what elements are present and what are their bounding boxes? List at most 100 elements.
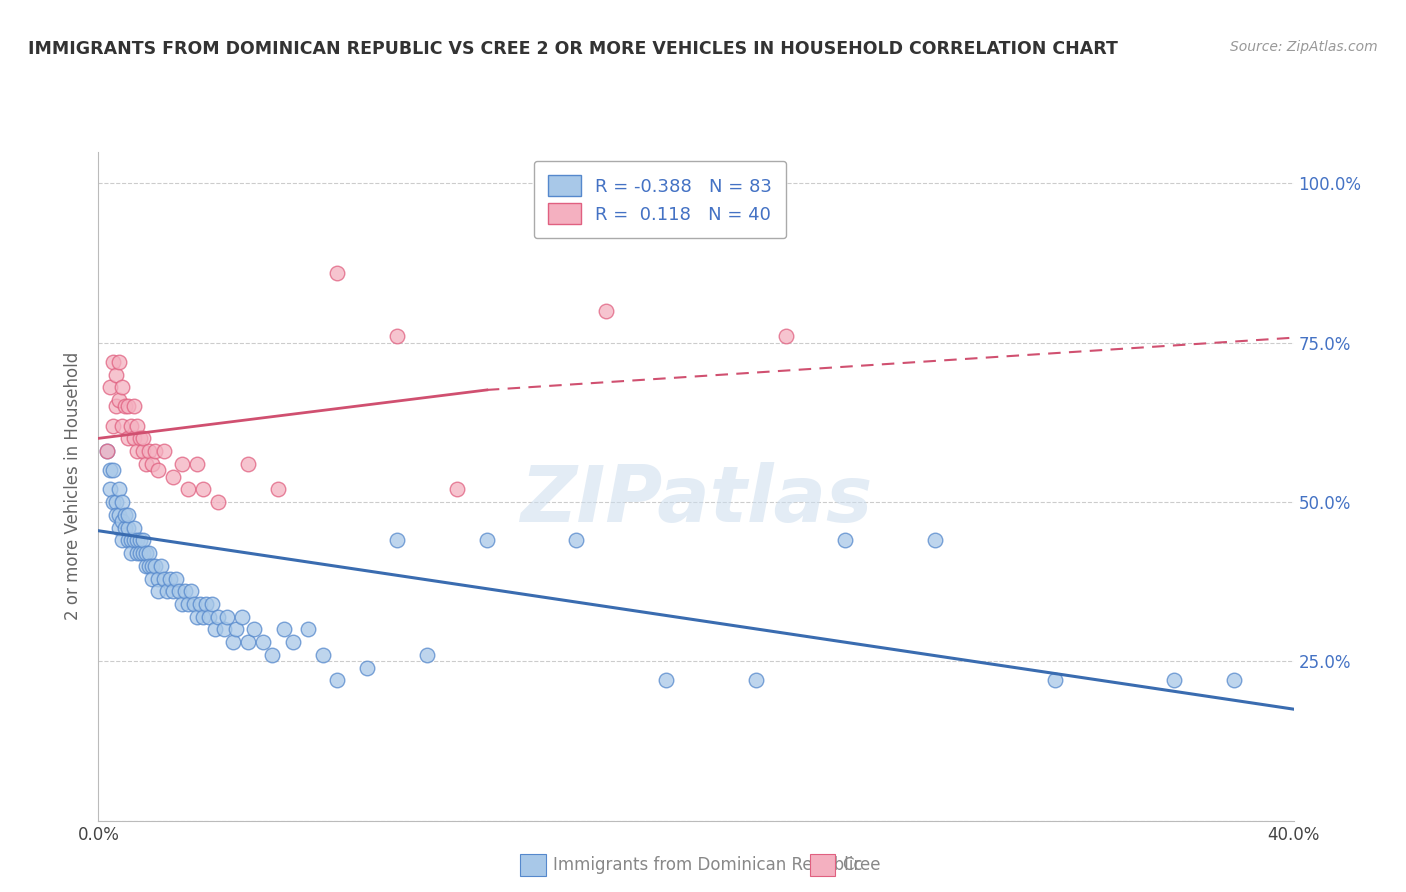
- Point: [565, 533, 588, 548]
- Point: [356, 661, 378, 675]
- Point: [167, 584, 190, 599]
- Point: [108, 355, 131, 369]
- Point: [143, 444, 166, 458]
- Point: [117, 431, 139, 445]
- Point: [745, 673, 768, 688]
- Point: [108, 393, 131, 408]
- Text: Immigrants from Dominican Republic: Immigrants from Dominican Republic: [553, 855, 862, 874]
- Point: [141, 558, 163, 573]
- Point: [148, 572, 170, 586]
- Point: [138, 444, 160, 458]
- Point: [297, 623, 319, 637]
- Point: [103, 495, 125, 509]
- Point: [231, 609, 253, 624]
- Point: [177, 483, 200, 497]
- Point: [132, 431, 155, 445]
- Point: [153, 444, 176, 458]
- Point: [207, 609, 229, 624]
- Point: [114, 508, 136, 522]
- Point: [108, 483, 131, 497]
- Point: [111, 418, 134, 433]
- Point: [243, 623, 266, 637]
- Point: [159, 572, 181, 586]
- Point: [177, 597, 200, 611]
- Point: [117, 508, 139, 522]
- Point: [273, 623, 295, 637]
- Legend: R = -0.388   N = 83, R =  0.118   N = 40: R = -0.388 N = 83, R = 0.118 N = 40: [534, 161, 786, 238]
- Point: [183, 597, 205, 611]
- Text: Source: ZipAtlas.com: Source: ZipAtlas.com: [1230, 40, 1378, 54]
- Point: [148, 584, 170, 599]
- Point: [281, 635, 304, 649]
- Point: [204, 623, 226, 637]
- Point: [117, 533, 139, 548]
- Point: [114, 520, 136, 534]
- Point: [311, 648, 333, 662]
- Point: [96, 444, 118, 458]
- Point: [150, 558, 173, 573]
- Point: [100, 463, 122, 477]
- Point: [153, 572, 176, 586]
- Point: [186, 609, 208, 624]
- Point: [191, 609, 214, 624]
- Point: [96, 444, 118, 458]
- Point: [105, 368, 128, 382]
- Point: [326, 266, 349, 280]
- Point: [141, 457, 163, 471]
- Point: [385, 533, 409, 548]
- Point: [834, 533, 856, 548]
- Point: [132, 546, 155, 560]
- Point: [127, 546, 149, 560]
- Point: [135, 558, 157, 573]
- Point: [172, 457, 194, 471]
- Point: [138, 546, 160, 560]
- Point: [191, 483, 214, 497]
- Point: [225, 623, 247, 637]
- Point: [1043, 673, 1066, 688]
- Point: [236, 457, 259, 471]
- Point: [124, 520, 146, 534]
- Point: [267, 483, 290, 497]
- Point: [207, 495, 229, 509]
- Point: [108, 508, 131, 522]
- Point: [162, 584, 184, 599]
- Point: [132, 444, 155, 458]
- Point: [156, 584, 179, 599]
- Point: [186, 457, 208, 471]
- Point: [124, 533, 146, 548]
- Point: [215, 609, 238, 624]
- Point: [111, 495, 134, 509]
- Text: Cree: Cree: [842, 855, 880, 874]
- Point: [120, 418, 142, 433]
- Point: [198, 609, 221, 624]
- Point: [127, 444, 149, 458]
- Point: [260, 648, 283, 662]
- Point: [385, 329, 409, 343]
- Point: [446, 483, 468, 497]
- Point: [100, 483, 122, 497]
- Point: [108, 520, 131, 534]
- Point: [129, 546, 152, 560]
- Point: [105, 508, 128, 522]
- Point: [117, 400, 139, 414]
- Point: [103, 355, 125, 369]
- Point: [120, 533, 142, 548]
- Point: [138, 558, 160, 573]
- Point: [124, 431, 146, 445]
- FancyBboxPatch shape: [520, 854, 546, 876]
- Point: [111, 514, 134, 528]
- Point: [141, 572, 163, 586]
- Point: [105, 495, 128, 509]
- Point: [105, 400, 128, 414]
- Point: [212, 623, 235, 637]
- Point: [103, 418, 125, 433]
- Point: [100, 380, 122, 394]
- FancyBboxPatch shape: [810, 854, 835, 876]
- Point: [124, 400, 146, 414]
- Point: [143, 558, 166, 573]
- Point: [127, 418, 149, 433]
- Point: [111, 533, 134, 548]
- Point: [120, 546, 142, 560]
- Point: [180, 584, 202, 599]
- Point: [326, 673, 349, 688]
